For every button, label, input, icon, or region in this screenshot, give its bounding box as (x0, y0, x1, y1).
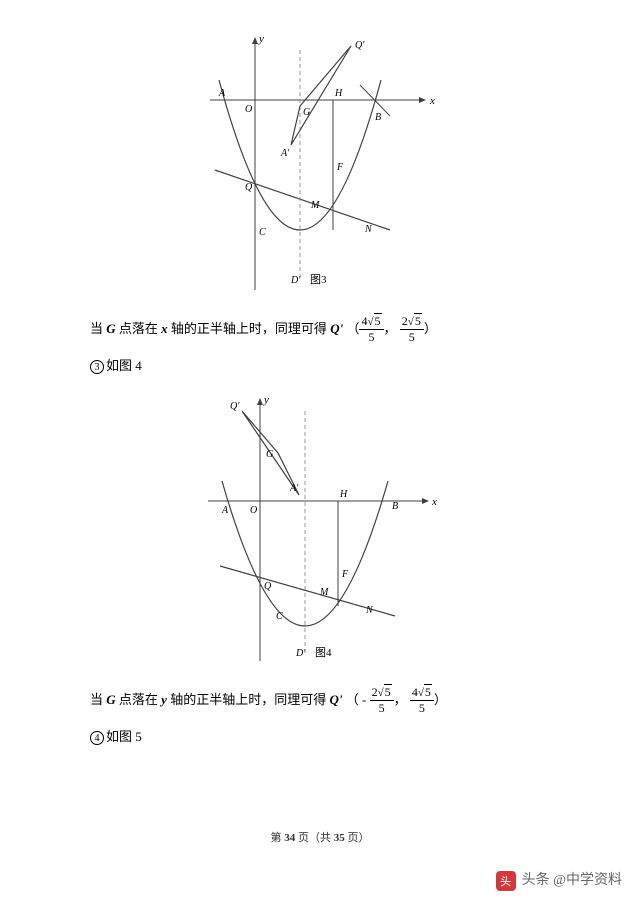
svg-text:C: C (276, 611, 283, 622)
svg-text:M: M (319, 587, 329, 598)
slanted-line (215, 170, 390, 230)
svg-text:D': D' (295, 648, 306, 659)
figure-4: x y Q' G A' A O H B F Q M C N D' 图4 (200, 391, 440, 666)
y-axis-label: y (258, 33, 264, 45)
svg-text:Q: Q (245, 182, 253, 193)
item-3: 3如图 4 (90, 352, 550, 381)
svg-text:G: G (266, 449, 273, 460)
svg-text:A: A (218, 88, 226, 99)
svg-text:M: M (310, 200, 320, 211)
figure-3-label: 图3 (310, 273, 327, 286)
svg-text:G: G (303, 107, 310, 118)
svg-text:A': A' (289, 483, 299, 494)
svg-text:A: A (221, 505, 229, 516)
svg-text:F: F (341, 569, 349, 580)
svg-text:D': D' (290, 275, 301, 286)
figure-4-label: 图4 (315, 646, 332, 659)
y-axis-label-4: y (263, 394, 269, 406)
x-axis-label-4: x (431, 496, 437, 508)
svg-text:O: O (250, 505, 257, 516)
page-number: 第 34 页（共 35 页） (0, 829, 640, 845)
svg-text:B: B (392, 501, 398, 512)
text-after-fig4: 当 G 点落在 y 轴的正半轴上时，同理可得 Q' （ - 255， 455） (90, 686, 550, 715)
svg-text:N: N (365, 605, 374, 616)
item-4: 4如图 5 (90, 723, 550, 752)
svg-text:A': A' (280, 148, 290, 159)
svg-text:Q': Q' (230, 401, 240, 412)
svg-text:B: B (375, 112, 381, 123)
svg-text:N: N (364, 224, 373, 235)
svg-text:H: H (339, 489, 348, 500)
svg-text:C: C (259, 227, 266, 238)
svg-text:Q: Q (264, 581, 272, 592)
svg-text:Q': Q' (355, 40, 365, 51)
svg-text:F: F (336, 162, 344, 173)
toutiao-logo-icon: 头 (496, 871, 516, 891)
watermark: 头头条 @中学资料 (496, 869, 622, 891)
svg-text:O: O (245, 104, 252, 115)
x-axis-label: x (429, 95, 435, 107)
figure-3: x y A O G H B A' Q' F Q M C N D' 图3 (205, 30, 435, 295)
text-after-fig3: 当 G 点落在 x 轴的正半轴上时，同理可得 Q' （455， 255） (90, 315, 550, 344)
svg-text:H: H (334, 88, 343, 99)
